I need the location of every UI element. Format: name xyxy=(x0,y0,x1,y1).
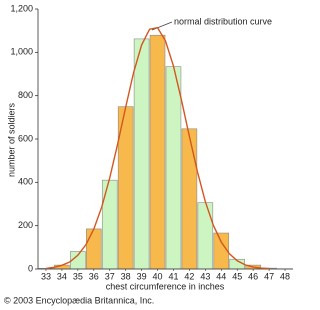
y-tick-label: 0 xyxy=(28,263,33,273)
y-tick-label: 200 xyxy=(18,220,33,230)
bar xyxy=(86,228,102,270)
x-tick-label: 37 xyxy=(105,271,115,281)
x-tick-label: 40 xyxy=(153,271,163,281)
x-tick-label: 43 xyxy=(200,271,210,281)
y-tick-label: 1,200 xyxy=(10,3,33,13)
x-tick-label: 48 xyxy=(280,271,290,281)
x-tick-label: 44 xyxy=(216,271,226,281)
x-tick-label: 46 xyxy=(248,271,258,281)
bar xyxy=(101,179,118,270)
x-tick-label: 47 xyxy=(264,271,274,281)
x-tick-label: 42 xyxy=(184,271,194,281)
x-tick-label: 35 xyxy=(73,271,83,281)
credit: © 2003 Encyclopædia Britannica, Inc. xyxy=(4,295,154,305)
bar xyxy=(149,34,166,270)
x-tick-label: 33 xyxy=(41,271,51,281)
chart: number of soldiers chest circumference i… xyxy=(4,3,293,305)
x-tick-label: 34 xyxy=(57,271,67,281)
y-tick-label: 400 xyxy=(18,177,33,187)
annotation: normal distribution curve xyxy=(174,16,272,26)
x-tick-label: 45 xyxy=(232,271,242,281)
bar xyxy=(197,202,214,270)
x-tick-label: 36 xyxy=(89,271,99,281)
y-tick-label: 800 xyxy=(18,90,33,100)
bar xyxy=(165,66,182,270)
normal-curve xyxy=(45,26,270,270)
x-tick-label: 39 xyxy=(137,271,147,281)
y-tick-label: 600 xyxy=(18,133,33,143)
bar xyxy=(133,38,150,270)
y-tick-label: 1,000 xyxy=(10,47,33,57)
bar xyxy=(213,232,230,270)
x-tick-label: 41 xyxy=(168,271,178,281)
y-axis-label: number of soldiers xyxy=(6,102,16,177)
x-tick-label: 38 xyxy=(121,271,131,281)
bar xyxy=(181,128,198,270)
x-axis-label: chest circumference in inches xyxy=(106,281,225,291)
